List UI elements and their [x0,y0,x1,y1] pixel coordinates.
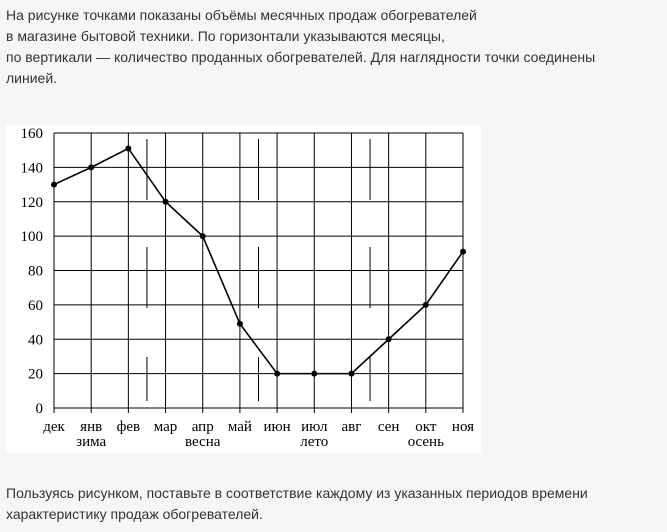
y-tick-label: 20 [28,367,43,383]
season-label: зима [76,434,106,450]
x-tick-label: мар [154,419,178,435]
y-tick-label: 160 [21,126,44,142]
intro-line: по вертикали — количество проданных обог… [6,49,596,65]
y-tick-label: 80 [28,264,43,280]
data-point [88,164,95,171]
data-point [311,370,318,377]
x-tick-label: авг [342,419,362,435]
x-tick-label: сен [378,419,400,435]
data-point [460,248,466,255]
data-point [385,336,392,343]
y-tick-label: 40 [28,332,43,348]
intro-line: линией. [6,70,58,86]
data-point [422,301,429,308]
x-tick-label: июн [263,419,290,435]
y-tick-label: 0 [36,401,44,417]
series-line [53,147,464,375]
sales-chart-figure: 0 20 40 60 80 100 120 140 160 дек янв фев мар апр май и… [6,125,481,453]
x-tick-label: май [228,419,252,435]
season-label: лето [300,434,328,450]
x-tick-label: дек [43,419,65,435]
y-tick-label: 100 [21,229,44,245]
y-tick-label: 140 [21,160,44,176]
y-tick-label: 60 [28,298,43,314]
y-tick-label: 120 [21,195,44,211]
data-point [274,370,281,377]
data-point [236,320,243,327]
question-line: Пользуясь рисунком, поставьте в соответс… [6,485,588,501]
season-label: осень [408,434,444,450]
intro-text: На рисунке точками показаны объёмы месяч… [6,5,661,89]
question-line: характеристику продаж обогревателей. [6,506,263,522]
x-tick-label: окт [415,419,437,435]
data-point [199,233,206,240]
data-point [51,181,57,188]
intro-line: в магазине бытовой техники. По горизонта… [6,28,445,44]
question-text: Пользуясь рисунком, поставьте в соответс… [6,483,661,525]
x-tick-label: янв [80,419,102,435]
data-point [162,198,169,205]
data-point [125,145,132,152]
x-tick-label: ноя [452,419,474,435]
x-tick-label: июл [301,419,328,435]
data-point [348,370,355,377]
intro-line: На рисунке точками показаны объёмы месяч… [6,7,477,23]
x-tick-label: апр [192,419,214,435]
x-tick-label: фев [117,419,140,435]
season-label: весна [185,434,221,450]
